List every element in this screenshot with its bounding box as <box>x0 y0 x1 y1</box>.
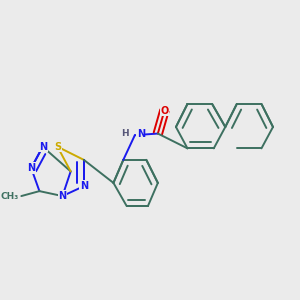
Text: N: N <box>137 129 145 139</box>
Text: N: N <box>58 191 67 201</box>
Text: S: S <box>54 142 61 152</box>
Text: O: O <box>160 106 169 116</box>
Text: CH₃: CH₃ <box>1 192 19 201</box>
Text: N: N <box>27 163 35 173</box>
Text: H: H <box>121 129 129 138</box>
Text: N: N <box>80 181 88 191</box>
Text: N: N <box>39 142 47 152</box>
